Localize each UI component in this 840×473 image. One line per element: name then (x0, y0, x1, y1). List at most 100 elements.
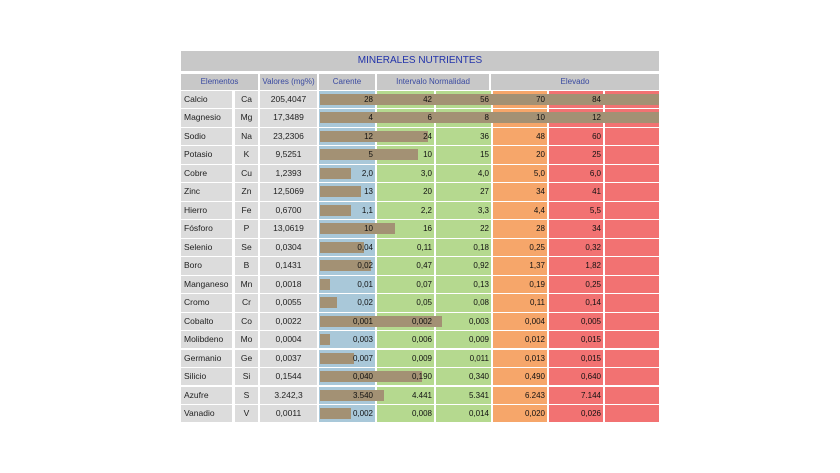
zone-separator (603, 312, 605, 330)
table-row: Fósforo P 13,0619 10 16 22 28 34 (181, 220, 659, 238)
element-name: Sodio (181, 127, 232, 146)
table-row: Germanio Ge 0,0037 0,007 0,009 0,011 0,013 0,01… (181, 349, 659, 367)
value-bar (320, 204, 351, 216)
zone-separator (434, 331, 436, 349)
table-row: Cobre Cu 1,2393 2,0 3,0 4,0 5,0 6,0 (181, 164, 659, 183)
zone-high-low (491, 257, 547, 275)
range-tick-label: 1,1 (361, 205, 373, 215)
element-symbol: Co (235, 312, 258, 330)
zone-high-low (491, 238, 547, 257)
range-tick-label: 6.243 (524, 390, 545, 400)
zone-separator (603, 146, 605, 164)
table-row: Zinc Zn 12,5069 13 20 27 34 41 (181, 183, 659, 201)
range-tick-label: 0,008 (411, 409, 432, 419)
zone-separator (491, 349, 493, 367)
table-title: MINERALES NUTRIENTES (181, 51, 659, 71)
table-row: Calcio Ca 205,4047 28 42 56 70 84 (181, 91, 659, 109)
zone-normal (375, 238, 491, 257)
table-row: Sodio Na 23,2306 12 24 36 48 60 (181, 127, 659, 146)
range-tick-label: 0,009 (468, 335, 489, 345)
zone-separator (603, 368, 605, 386)
range-tick-label: 0,001 (352, 316, 373, 326)
value-bar (320, 94, 659, 105)
element-symbol: Mn (235, 275, 258, 294)
zone-separator (603, 127, 605, 146)
range-tick-label: 1,37 (529, 261, 545, 271)
element-name: Manganeso (181, 275, 232, 294)
zone-separator (491, 275, 493, 294)
zone-separator (547, 405, 549, 423)
table-body: Calcio Ca 205,4047 28 42 56 70 84 Magnesio Mg 17,3… (181, 91, 659, 423)
range-tick-label: 2,2 (420, 205, 432, 215)
range-tick-label: 0,13 (473, 279, 489, 289)
zone-high-low (491, 127, 547, 146)
zone-separator (547, 238, 549, 257)
header-elements: Elementos (181, 74, 258, 90)
zone-separator (375, 405, 377, 423)
range-tick-label: 0,004 (524, 316, 545, 326)
value-bar (320, 260, 371, 272)
range-tick-label: 10 (364, 224, 373, 234)
zone-separator (547, 331, 549, 349)
range-tick-label: 34 (536, 187, 545, 197)
element-symbol: Cr (235, 294, 258, 312)
zone-separator (603, 220, 605, 238)
zone-separator (434, 386, 436, 404)
zone-separator (375, 294, 377, 312)
zone-high-low (491, 220, 547, 238)
range-tick-label: 0,25 (585, 279, 601, 289)
value-bar (320, 241, 364, 253)
range-tick-label: 22 (480, 224, 489, 234)
element-symbol: Ca (235, 91, 258, 109)
header-high: Elevado (491, 74, 659, 90)
range-tick-label: 16 (423, 224, 432, 234)
range-tick-label: 56 (480, 95, 489, 104)
table-row: Boro B 0,1431 0,02 0,47 0,92 1,37 1,82 (181, 257, 659, 275)
range-tick-label: 84 (592, 95, 601, 104)
zone-separator (547, 201, 549, 220)
element-value: 0,0018 (260, 275, 317, 294)
zone-separator (491, 164, 493, 183)
range-tick-label: 36 (480, 131, 489, 141)
zone-high-low (491, 368, 547, 386)
header-deficient: Carente (319, 74, 375, 90)
value-bar (320, 112, 659, 124)
range-tick-label: 0,47 (416, 261, 432, 271)
range-tick-label: 0,014 (468, 409, 489, 419)
element-symbol: Ge (235, 349, 258, 367)
header-values: Valores (mg%) (260, 74, 317, 90)
range-tick-label: 0,015 (580, 335, 601, 345)
table-row: Molibdeno Mo 0,0004 0,003 0,006 0,009 0,012 0,0… (181, 331, 659, 349)
range-tick-label: 4,0 (477, 168, 489, 178)
value-bar (320, 389, 384, 401)
range-tick-label: 24 (423, 131, 432, 141)
element-name: Cromo (181, 294, 232, 312)
zone-normal (375, 183, 491, 201)
zone-separator (491, 386, 493, 404)
element-symbol: Cu (235, 164, 258, 183)
range-tick-label: 0,19 (529, 279, 545, 289)
zone-separator (547, 220, 549, 238)
zone-separator (603, 183, 605, 201)
zone-separator (434, 164, 436, 183)
header-normal: Intervalo Normalidad (377, 74, 489, 90)
zone-high-low (491, 312, 547, 330)
zone-high-low (491, 146, 547, 164)
range-tick-label: 0,32 (585, 242, 601, 252)
zone-separator (491, 146, 493, 164)
zone-separator (491, 312, 493, 330)
range-tick-label: 0,190 (411, 372, 432, 382)
element-value: 205,4047 (260, 91, 317, 109)
zone-normal (375, 257, 491, 275)
element-symbol: Si (235, 368, 258, 386)
table-row: Vanadio V 0,0011 0,002 0,008 0,014 0,020 0,026 (181, 405, 659, 423)
zone-separator (603, 386, 605, 404)
zone-normal (375, 220, 491, 238)
range-tick-label: 0,11 (417, 242, 432, 252)
range-tick-label: 0,003 (352, 335, 373, 345)
zone-separator (547, 368, 549, 386)
table-row: Hierro Fe 0,6700 1,1 2,2 3,3 4,4 5,5 (181, 201, 659, 220)
zone-separator (375, 331, 377, 349)
zone-separator (434, 220, 436, 238)
element-symbol: Mg (235, 109, 258, 127)
